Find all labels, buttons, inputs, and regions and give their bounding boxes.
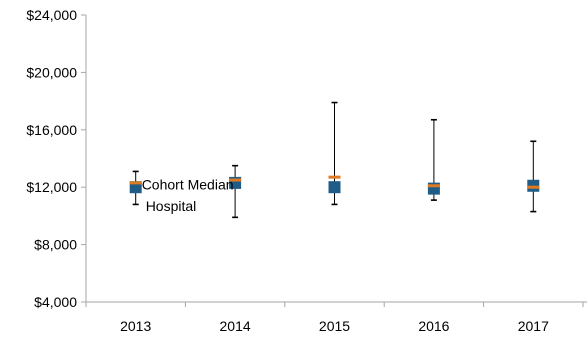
y-tick-label: $8,000 [34, 237, 77, 253]
axes [85, 15, 587, 303]
cohort-median-marker [328, 175, 341, 179]
range-bar [530, 140, 537, 213]
y-tick-label: $16,000 [26, 122, 77, 138]
cohort-median-marker [527, 185, 540, 189]
annotations: Cohort Median Hospital [142, 176, 234, 214]
y-tick-label: $24,000 [26, 7, 77, 23]
y-tick-label: $4,000 [34, 294, 77, 310]
annotation-label: Cohort Median [142, 176, 234, 192]
cohort-median-marker [229, 178, 242, 182]
cohort-median-marker [129, 181, 142, 185]
y-tick-label: $12,000 [26, 179, 77, 195]
range-bar [232, 164, 239, 219]
y-axis-ticks: $4,000 $8,000 $12,000 $16,000 $20,000 $24,000 [26, 7, 86, 310]
y-tick-label: $20,000 [26, 64, 77, 80]
x-tick-label: 2017 [518, 318, 549, 334]
series-markers [129, 175, 540, 195]
x-tick-label: 2016 [418, 318, 449, 334]
x-tick-label: 2014 [220, 318, 251, 334]
x-tick-label: 2015 [319, 318, 350, 334]
x-axis-ticks: 2013 2014 2015 2016 2017 [85, 302, 584, 334]
annotation-label: Hospital [146, 198, 197, 214]
hospital-marker [328, 181, 341, 194]
x-tick-label: 2013 [120, 318, 151, 334]
cohort-median-marker [427, 184, 440, 188]
